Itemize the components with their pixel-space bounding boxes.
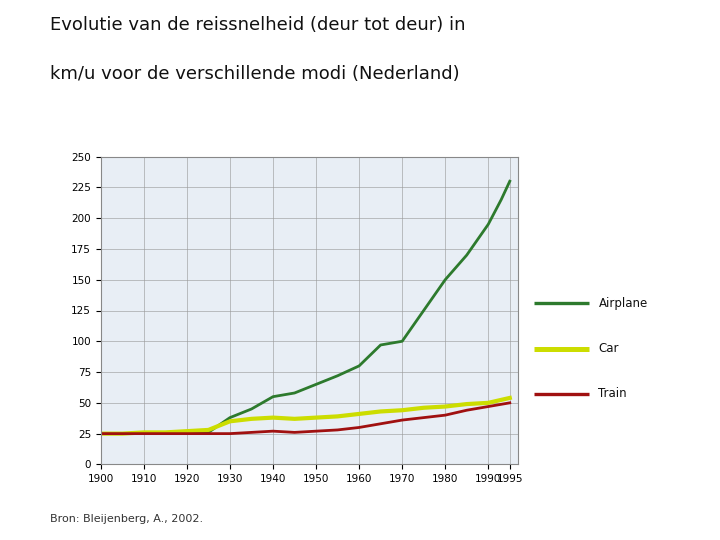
Text: Evolutie van de reissnelheid (deur tot deur) in: Evolutie van de reissnelheid (deur tot d… — [50, 16, 466, 34]
Text: Bron: Bleijenberg, A., 2002.: Bron: Bleijenberg, A., 2002. — [50, 514, 204, 524]
Text: Car: Car — [598, 342, 619, 355]
Text: Train: Train — [598, 388, 627, 401]
Text: Airplane: Airplane — [598, 297, 648, 310]
Text: km/u voor de verschillende modi (Nederland): km/u voor de verschillende modi (Nederla… — [50, 65, 460, 83]
